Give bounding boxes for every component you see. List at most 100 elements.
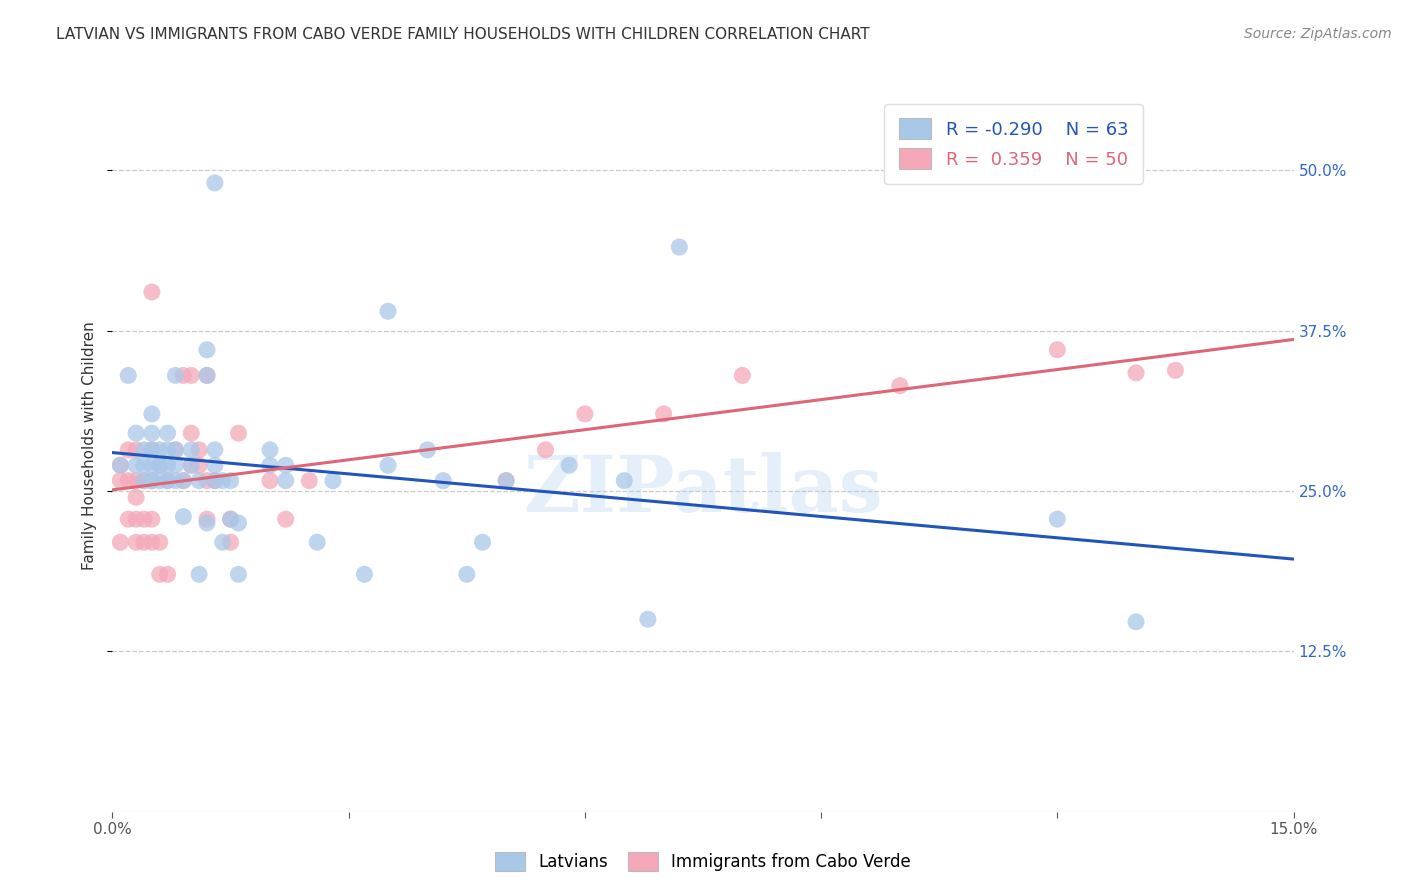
Point xyxy=(149,458,172,473)
Point xyxy=(141,458,163,473)
Point xyxy=(274,458,297,473)
Point xyxy=(165,474,187,488)
Point xyxy=(228,516,250,530)
Point xyxy=(117,512,139,526)
Point xyxy=(228,426,250,441)
Y-axis label: Family Households with Children: Family Households with Children xyxy=(82,322,97,570)
Point xyxy=(416,442,439,457)
Point xyxy=(172,368,194,383)
Point xyxy=(195,368,218,383)
Point xyxy=(432,474,454,488)
Point xyxy=(132,512,155,526)
Point xyxy=(165,442,187,457)
Point xyxy=(1125,366,1147,380)
Point xyxy=(117,368,139,383)
Point xyxy=(141,426,163,441)
Point xyxy=(377,458,399,473)
Point xyxy=(188,442,211,457)
Point xyxy=(172,474,194,488)
Point xyxy=(165,442,187,457)
Point xyxy=(574,407,596,421)
Point xyxy=(141,535,163,549)
Point xyxy=(125,426,148,441)
Point xyxy=(637,612,659,626)
Point xyxy=(211,474,233,488)
Point xyxy=(204,474,226,488)
Point xyxy=(156,442,179,457)
Point xyxy=(125,512,148,526)
Point xyxy=(110,535,132,549)
Point xyxy=(149,474,172,488)
Point xyxy=(534,442,557,457)
Point xyxy=(141,474,163,488)
Point xyxy=(149,535,172,549)
Point xyxy=(141,442,163,457)
Point xyxy=(188,474,211,488)
Point xyxy=(141,474,163,488)
Point xyxy=(307,535,329,549)
Point xyxy=(156,458,179,473)
Point xyxy=(132,442,155,457)
Point xyxy=(125,458,148,473)
Point xyxy=(149,567,172,582)
Point xyxy=(298,474,321,488)
Point xyxy=(456,567,478,582)
Point xyxy=(274,512,297,526)
Point xyxy=(149,458,172,473)
Point xyxy=(141,407,163,421)
Point xyxy=(219,535,242,549)
Point xyxy=(1164,363,1187,377)
Point xyxy=(165,458,187,473)
Point xyxy=(125,535,148,549)
Point xyxy=(156,426,179,441)
Point xyxy=(668,240,690,254)
Point xyxy=(132,474,155,488)
Point xyxy=(228,567,250,582)
Point xyxy=(219,512,242,526)
Point xyxy=(259,442,281,457)
Point xyxy=(125,474,148,488)
Point xyxy=(110,474,132,488)
Point xyxy=(1046,343,1069,357)
Point xyxy=(353,567,375,582)
Point xyxy=(141,285,163,299)
Point xyxy=(180,458,202,473)
Point xyxy=(195,343,218,357)
Point xyxy=(219,474,242,488)
Point xyxy=(1046,512,1069,526)
Point xyxy=(471,535,494,549)
Point xyxy=(132,474,155,488)
Point xyxy=(204,458,226,473)
Point xyxy=(211,535,233,549)
Point xyxy=(889,378,911,392)
Point xyxy=(195,516,218,530)
Point xyxy=(180,368,202,383)
Point xyxy=(165,368,187,383)
Point xyxy=(180,426,202,441)
Point xyxy=(180,442,202,457)
Point xyxy=(117,442,139,457)
Point xyxy=(172,474,194,488)
Point xyxy=(117,474,139,488)
Point xyxy=(156,474,179,488)
Point xyxy=(125,491,148,505)
Point xyxy=(613,474,636,488)
Point xyxy=(141,442,163,457)
Point xyxy=(377,304,399,318)
Text: Source: ZipAtlas.com: Source: ZipAtlas.com xyxy=(1244,27,1392,41)
Point xyxy=(188,567,211,582)
Point xyxy=(195,512,218,526)
Point xyxy=(141,512,163,526)
Point xyxy=(731,368,754,383)
Point xyxy=(180,458,202,473)
Point xyxy=(204,176,226,190)
Point xyxy=(495,474,517,488)
Point xyxy=(156,474,179,488)
Legend: R = -0.290    N = 63, R =  0.359    N = 50: R = -0.290 N = 63, R = 0.359 N = 50 xyxy=(884,104,1143,184)
Point xyxy=(204,474,226,488)
Point xyxy=(558,458,581,473)
Text: ZIPatlas: ZIPatlas xyxy=(523,452,883,528)
Point xyxy=(322,474,344,488)
Point xyxy=(652,407,675,421)
Text: LATVIAN VS IMMIGRANTS FROM CABO VERDE FAMILY HOUSEHOLDS WITH CHILDREN CORRELATIO: LATVIAN VS IMMIGRANTS FROM CABO VERDE FA… xyxy=(56,27,870,42)
